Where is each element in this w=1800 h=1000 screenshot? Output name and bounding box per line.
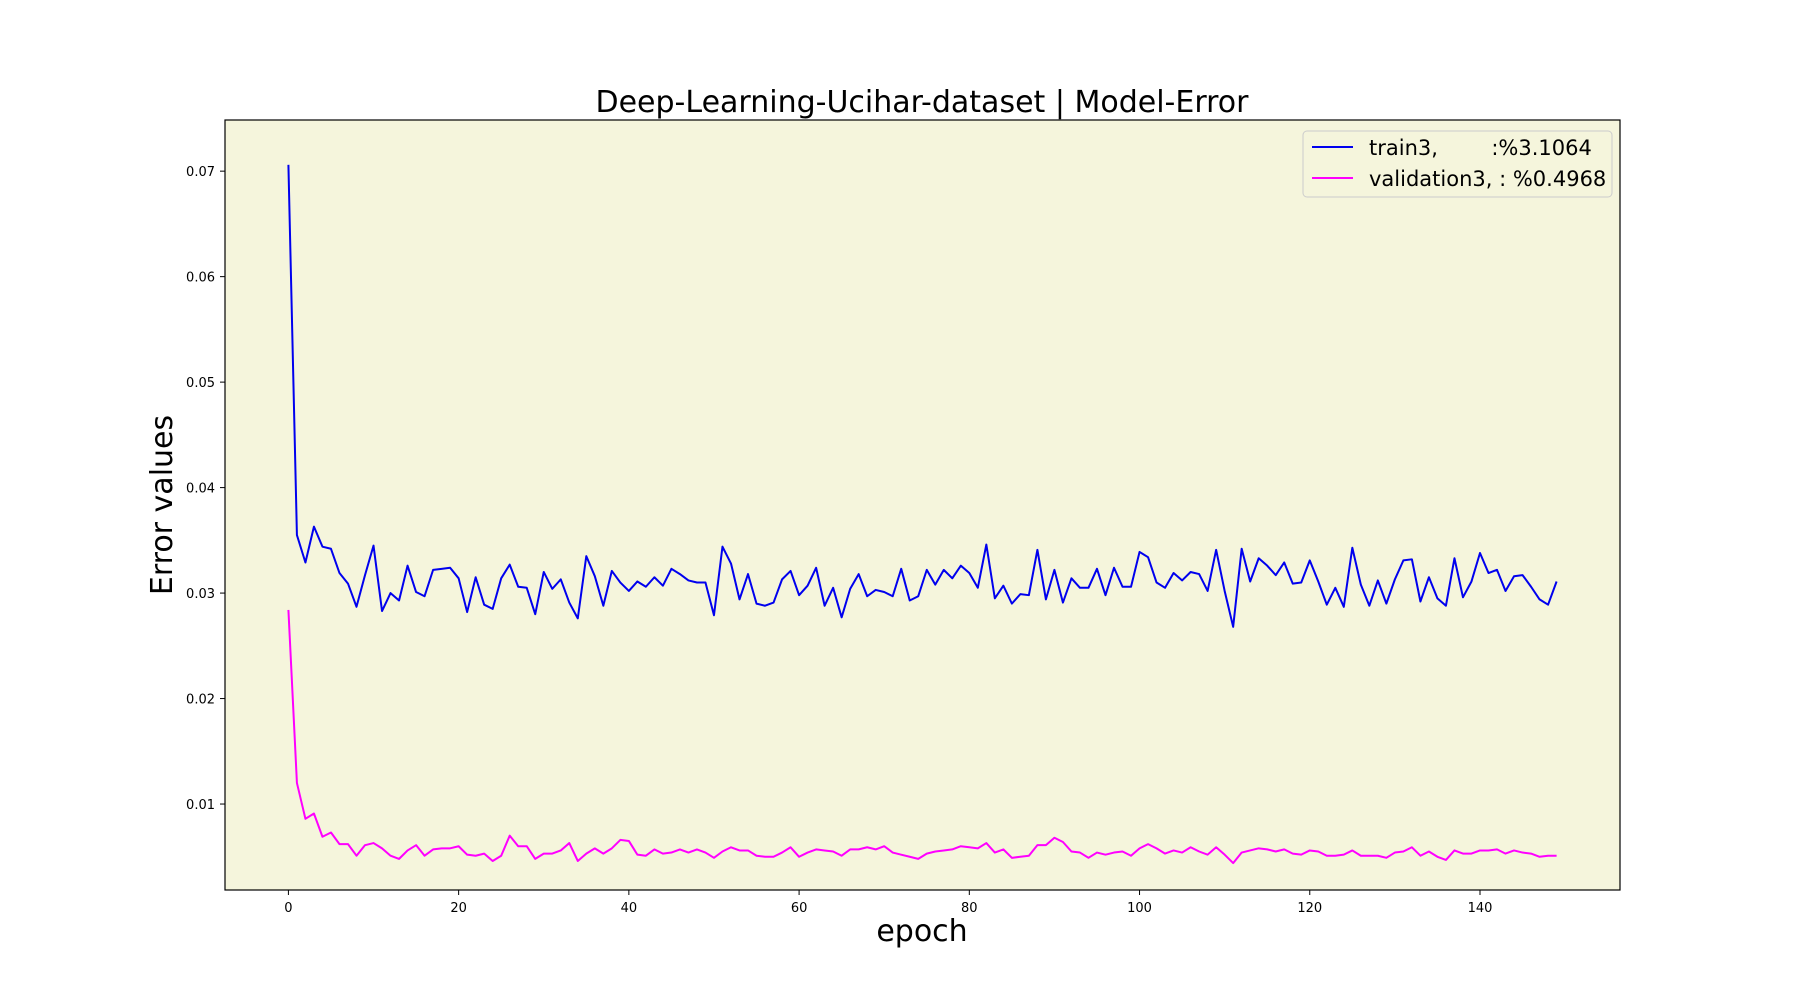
x-tick-label: 120 xyxy=(1297,901,1322,916)
x-tick-label: 140 xyxy=(1468,901,1493,916)
y-tick-label: 0.07 xyxy=(186,165,215,180)
y-tick-label: 0.03 xyxy=(186,587,215,602)
y-axis-label: Error values xyxy=(145,415,180,595)
plot-area xyxy=(225,120,1620,890)
legend-label-validation: validation3, : %0.4968 xyxy=(1369,167,1606,191)
series-line-validation xyxy=(287,609,1557,865)
y-tick-label: 0.06 xyxy=(186,271,215,286)
y-axis: 0.01 0.02 0.03 0.04 0.05 0.06 0.07 xyxy=(186,165,225,813)
plot-frame xyxy=(224,119,1621,891)
y-tick-label: 0.01 xyxy=(186,798,215,813)
legend-box xyxy=(1302,130,1613,198)
x-tick-label: 80 xyxy=(961,901,978,916)
x-axis: 0 20 40 60 80 100 120 140 xyxy=(284,890,1492,916)
x-tick-label: 100 xyxy=(1127,901,1152,916)
series-line-train xyxy=(287,164,1558,628)
legend: train3, :%3.1064 validation3, : %0.4968 xyxy=(1302,130,1613,198)
chart-title: Deep-Learning-Ucihar-dataset | Model-Err… xyxy=(596,85,1250,120)
x-tick-label: 20 xyxy=(450,901,467,916)
y-tick-label: 0.05 xyxy=(186,376,215,391)
y-tick-label: 0.04 xyxy=(186,482,215,497)
x-axis-label: epoch xyxy=(876,914,967,949)
y-tick-label: 0.02 xyxy=(186,693,215,708)
x-tick-label: 40 xyxy=(621,901,638,916)
series-layer xyxy=(287,164,1558,865)
legend-label-train: train3, :%3.1064 xyxy=(1369,136,1592,160)
x-tick-label: 60 xyxy=(791,901,808,916)
x-tick-label: 0 xyxy=(284,901,292,916)
